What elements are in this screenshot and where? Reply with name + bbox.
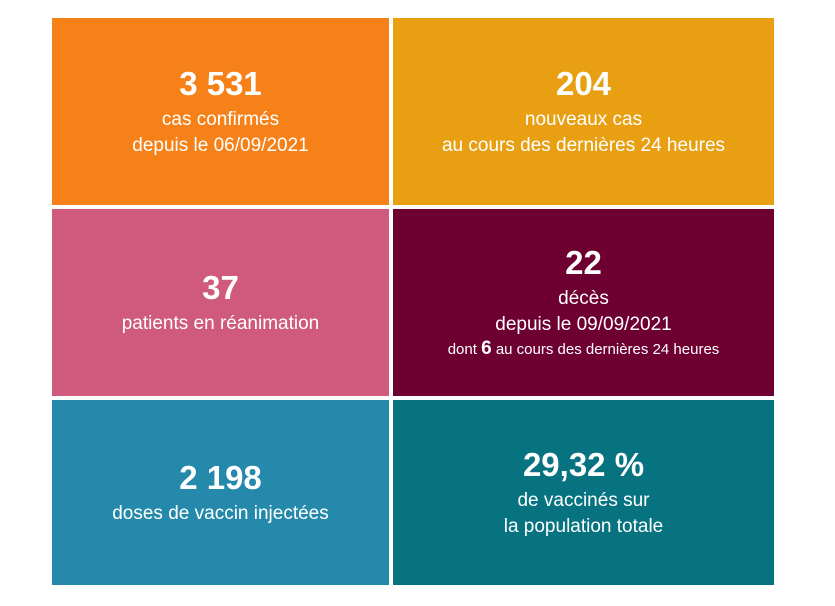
stat-label: décès: [558, 288, 609, 309]
stat-note: dont 6 au cours des dernières 24 heures: [448, 338, 720, 361]
stat-tile-vaccination-rate: 29,32 % de vaccinés sur la population to…: [393, 400, 774, 585]
stat-value: 204: [555, 64, 612, 102]
stat-value: 22: [565, 244, 602, 281]
stat-label: patients en réanimation: [121, 312, 320, 334]
stat-note-prefix: dont: [447, 341, 477, 358]
stat-note-suffix: au cours des dernières 24 heures: [495, 341, 720, 358]
stat-label: nouveaux cas: [524, 108, 643, 130]
stat-value: 37: [202, 268, 239, 306]
stat-value: 29,32 %: [522, 445, 645, 483]
stat-sublabel: depuis le 09/09/2021: [495, 314, 672, 335]
stat-label: de vaccinés sur: [517, 489, 650, 511]
stat-note-value: 6: [481, 338, 492, 359]
stat-tile-vaccine-doses: 2 198 doses de vaccin injectées: [52, 400, 389, 585]
stats-grid: 3 531 cas confirmés depuis le 06/09/2021…: [52, 18, 774, 585]
stat-sublabel: au cours des dernières 24 heures: [441, 134, 726, 156]
stat-sublabel: la population totale: [503, 515, 664, 537]
stat-label: doses de vaccin injectées: [112, 502, 329, 524]
stat-sublabel: depuis le 06/09/2021: [132, 134, 309, 156]
stat-label: cas confirmés: [161, 108, 280, 130]
stat-tile-deaths: 22 décès depuis le 09/09/2021 dont 6 au …: [393, 209, 774, 396]
stat-value: 2 198: [179, 458, 262, 496]
stat-tile-new-cases: 204 nouveaux cas au cours des dernières …: [393, 18, 774, 205]
stat-tile-confirmed-cases: 3 531 cas confirmés depuis le 06/09/2021: [52, 18, 389, 205]
stat-tile-icu-patients: 37 patients en réanimation: [52, 209, 389, 396]
stat-value: 3 531: [179, 64, 262, 102]
